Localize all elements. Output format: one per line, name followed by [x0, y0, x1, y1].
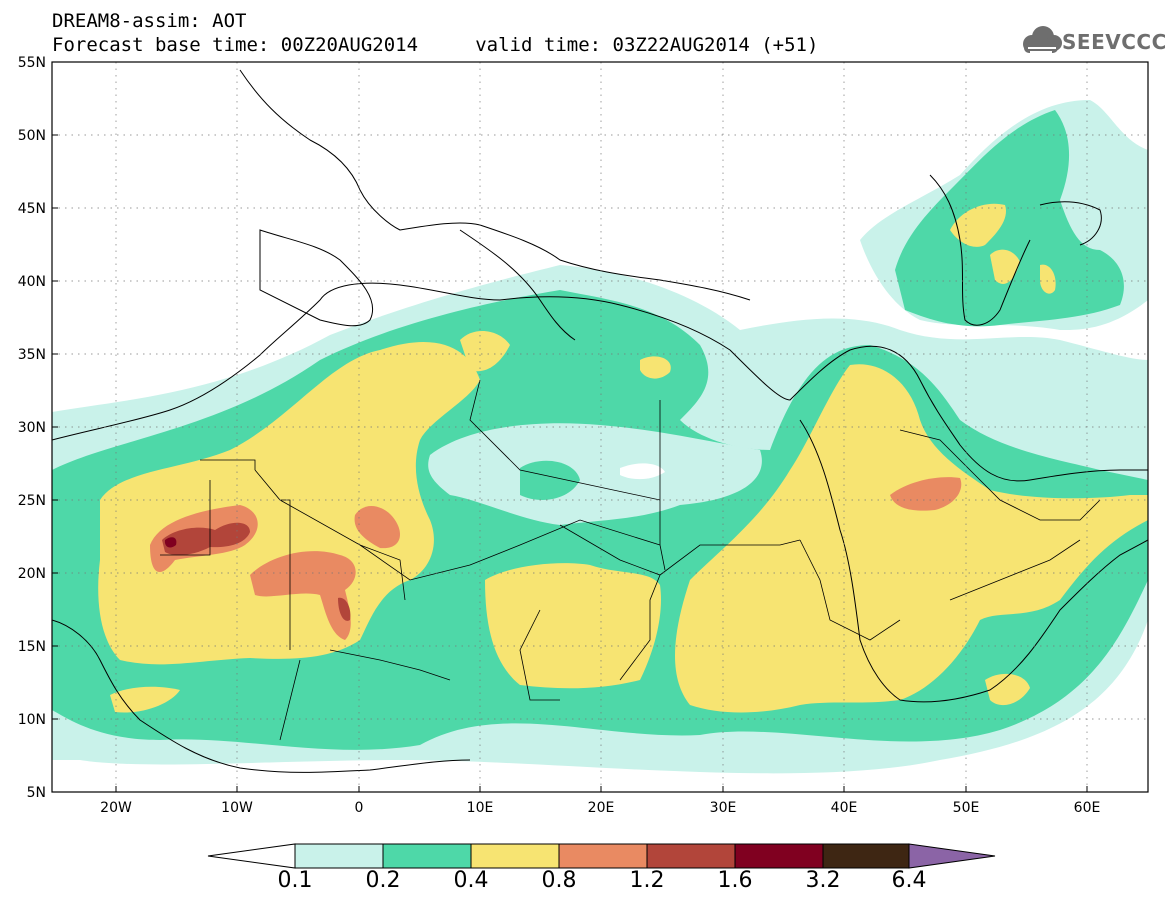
grid-lines [52, 62, 1148, 792]
colorbar-arrow-low [207, 843, 296, 869]
aot-level-0.4 [98, 203, 1148, 713]
colorbar-swatch [470, 843, 560, 869]
lon-label: 50E [953, 800, 980, 816]
lon-label: 0 [355, 800, 364, 816]
borders [160, 379, 1101, 741]
lat-label: 5N [27, 785, 46, 801]
longitude-labels: 20W 10W 0 10E 20E 30E 40E 50E 60E [100, 800, 1100, 816]
axis-ticks [52, 61, 1088, 793]
lat-label: 40N [18, 274, 46, 290]
lat-label: 10N [18, 712, 46, 728]
colorbar [207, 843, 996, 869]
lon-label: 10W [221, 800, 253, 816]
lat-label: 45N [18, 201, 46, 217]
lon-label: 30E [710, 800, 737, 816]
colorbar-swatch [382, 843, 472, 869]
colorbar-label: 0.4 [453, 868, 489, 893]
lon-label: 10E [467, 800, 494, 816]
forecast-times: Forecast base time: 00Z20AUG2014 valid t… [52, 34, 819, 56]
colorbar-swatch [734, 843, 824, 869]
lat-label: 30N [18, 420, 46, 436]
map-title: DREAM8-assim: AOT [52, 10, 247, 32]
logo-text: SEEVCCC [1062, 30, 1165, 54]
colorbar-swatch [294, 843, 384, 869]
lat-label: 50N [18, 128, 46, 144]
colorbar-label: 6.4 [891, 868, 927, 893]
lat-label: 35N [18, 347, 46, 363]
lon-label: 40E [831, 800, 858, 816]
latitude-labels: 55N 50N 45N 40N 35N 30N 25N 20N 15N 10N … [18, 55, 46, 801]
lon-label: 60E [1074, 800, 1101, 816]
aot-level-0.2-libya-spot [520, 460, 580, 500]
colorbar-label: 0.2 [365, 868, 401, 893]
aot-level-1.2 [162, 522, 351, 621]
cloud-icon [1023, 26, 1062, 53]
lat-label: 15N [18, 639, 46, 655]
colorbar-arrow-high [908, 843, 996, 869]
colorbar-swatch [558, 843, 648, 869]
aot-level-1.6 [164, 537, 177, 548]
aot-level-0.1-libya [428, 423, 762, 525]
coastlines [52, 69, 1148, 773]
lat-label: 20N [18, 566, 46, 582]
colorbar-label: 0.1 [277, 868, 313, 893]
colorbar-label: 1.6 [717, 868, 753, 893]
lon-label: 20E [588, 800, 615, 816]
colorbar-swatch [822, 843, 910, 869]
clear-spot [620, 463, 665, 480]
colorbar-label: 1.2 [629, 868, 665, 893]
colorbar-swatch [646, 843, 736, 869]
colorbar-label: 0.8 [541, 868, 577, 893]
lat-label: 25N [18, 493, 46, 509]
lat-label: 55N [18, 55, 46, 71]
lon-label: 20W [100, 800, 132, 816]
colorbar-label: 3.2 [805, 868, 841, 893]
